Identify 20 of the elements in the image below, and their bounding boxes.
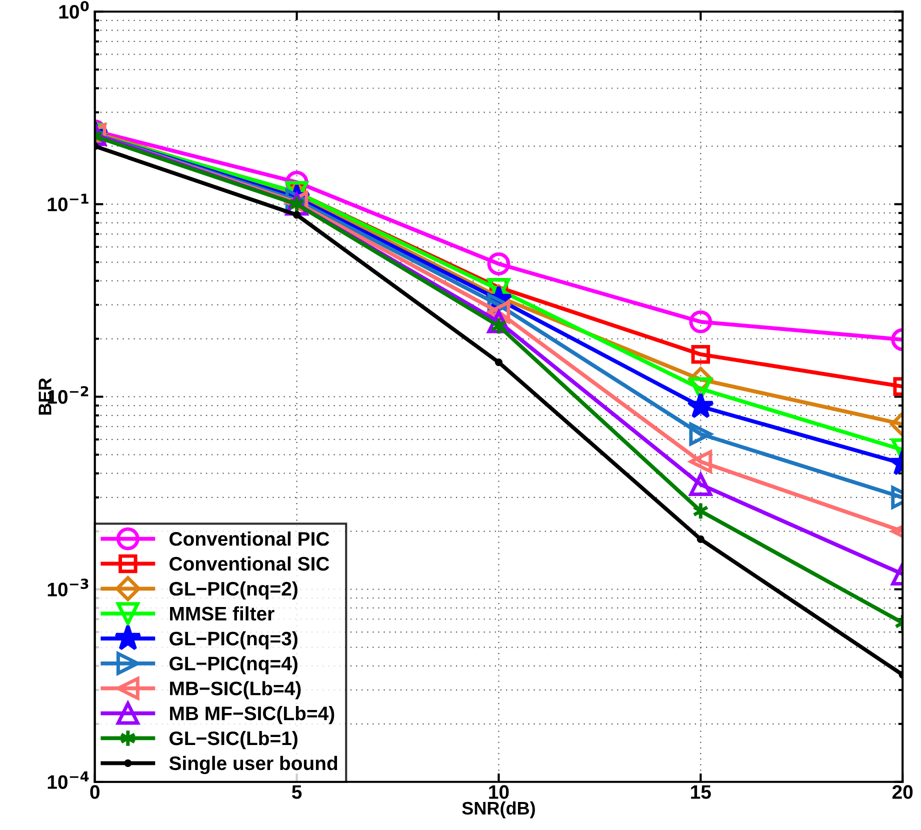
y-tick-label: 10$^{−3}$: [48, 578, 88, 596]
legend-label: GL−PIC(nq=2): [170, 581, 298, 600]
legend-label: MMSE filter: [170, 606, 274, 621]
legend-label: GL−PIC(nq=4): [170, 656, 298, 674]
y-tick-label: 10$^{−1}$: [48, 194, 88, 212]
legend-label: MB MF−SIC(Lb=4): [170, 706, 334, 724]
x-tick-label: 10: [489, 785, 509, 799]
legend-label: Conventional PIC: [170, 531, 330, 546]
legend-label: GL−SIC(Lb=1): [170, 730, 298, 750]
x-tick-label: 20: [892, 785, 913, 799]
y-tick-label: 10$^{−4}$: [48, 771, 89, 789]
legend-label: Single user bound: [169, 756, 338, 774]
y-tick-label: 10$^{0}$: [59, 0, 89, 19]
x-tick-label: 5: [292, 785, 302, 799]
x-axis-title: SNR(dB): [462, 801, 535, 818]
legend-label: MB−SIC(Lb=4): [170, 681, 301, 700]
x-tick-label: 15: [691, 785, 711, 799]
legend-label: Conventional SIC: [170, 556, 330, 571]
x-tick-label: 0: [90, 785, 100, 799]
legend-label: GL−PIC(nq=3): [170, 631, 298, 650]
